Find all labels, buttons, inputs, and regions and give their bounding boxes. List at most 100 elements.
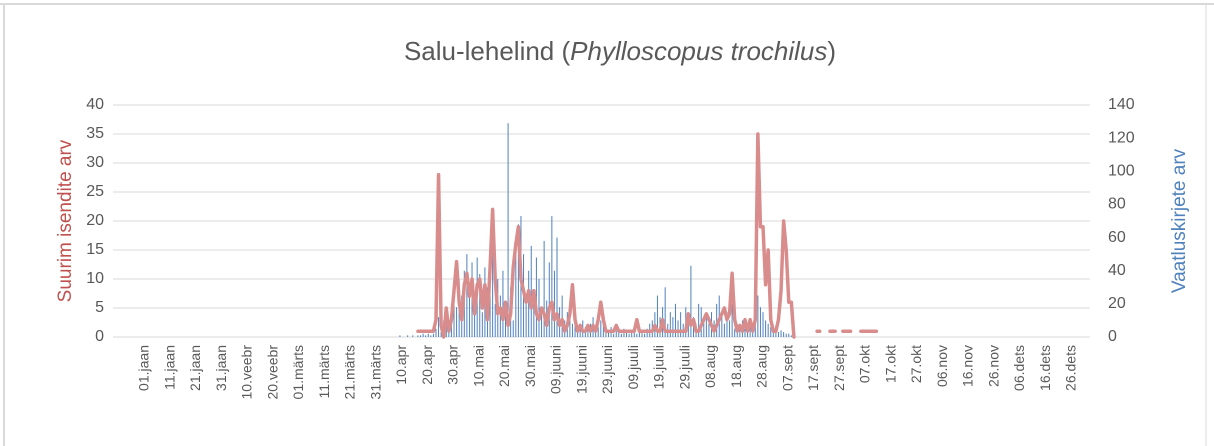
bar xyxy=(672,317,674,337)
bar xyxy=(757,295,759,337)
bar xyxy=(680,312,682,337)
x-tick-label: 09.juuli xyxy=(625,345,641,389)
bar xyxy=(790,335,792,337)
bar xyxy=(633,332,635,337)
x-tick-label: 10.veebr xyxy=(239,345,255,400)
x-tick-label: 21.märts xyxy=(342,345,358,399)
y2-tick-label: 120 xyxy=(1108,129,1135,146)
bar xyxy=(641,332,643,337)
bar xyxy=(770,327,772,337)
bar xyxy=(438,317,440,337)
x-tick-label: 07.sept xyxy=(779,345,795,391)
x-tick-label: 10.apr xyxy=(393,345,409,385)
bar xyxy=(502,270,504,337)
bar xyxy=(579,323,581,337)
bar xyxy=(499,295,501,337)
bar xyxy=(674,303,676,337)
x-tick-label: 11.märts xyxy=(316,345,332,398)
bar xyxy=(507,123,509,337)
bar xyxy=(512,320,514,337)
y-tick-label: 15 xyxy=(86,241,104,258)
bar xyxy=(479,274,481,337)
bar xyxy=(420,335,422,337)
bar xyxy=(765,320,767,337)
x-tick-label: 08.aug xyxy=(702,345,718,388)
bar xyxy=(762,312,764,337)
bar xyxy=(767,323,769,337)
bar xyxy=(425,335,427,337)
x-tick-label: 21.jaan xyxy=(187,345,203,391)
bar xyxy=(636,333,638,337)
bar xyxy=(759,307,761,337)
y2-tick-label: 80 xyxy=(1108,196,1126,213)
bar xyxy=(525,295,527,337)
bar xyxy=(456,307,458,337)
y2-tick-label: 60 xyxy=(1108,229,1126,246)
x-tick-label: 31.jaan xyxy=(213,345,229,391)
y2-tick-label: 0 xyxy=(1108,328,1117,345)
x-tick-label: 20.apr xyxy=(419,345,435,385)
bar xyxy=(631,330,633,337)
x-tick-label: 30.mai xyxy=(522,345,538,387)
bar xyxy=(548,262,550,337)
x-tick-label: 16.nov xyxy=(960,345,976,387)
title-species: Phylloscopus trochilus xyxy=(570,36,827,66)
x-tick-label: 31.märts xyxy=(367,345,383,399)
bar xyxy=(628,333,630,337)
bar xyxy=(703,320,705,337)
bar xyxy=(466,254,468,337)
bar xyxy=(785,333,787,337)
bar xyxy=(417,335,419,337)
x-tick-label: 30.apr xyxy=(445,345,461,385)
x-tick-label: 20.veebr xyxy=(264,345,280,400)
bar xyxy=(783,332,785,337)
bar xyxy=(427,333,429,337)
x-tick-label: 29.juuli xyxy=(676,345,692,389)
bar xyxy=(543,240,545,337)
bar xyxy=(677,320,679,337)
y2-tick-label: 20 xyxy=(1108,295,1126,312)
bar xyxy=(399,335,401,337)
x-tick-label: 16.dets xyxy=(1037,345,1053,391)
bar xyxy=(561,295,563,337)
bar xyxy=(553,270,555,337)
bar xyxy=(739,327,741,337)
x-tick-label: 19.juuni xyxy=(573,345,589,394)
bar xyxy=(541,312,543,337)
y-tick-label: 0 xyxy=(95,328,104,345)
bar xyxy=(731,303,733,337)
x-tick-label: 09.juuni xyxy=(548,345,564,394)
y-tick-label: 20 xyxy=(86,212,104,229)
bar xyxy=(620,333,622,337)
bar xyxy=(515,237,517,337)
x-tick-label: 17.okt xyxy=(882,345,898,383)
bar xyxy=(749,320,751,337)
x-tick-label: 06.dets xyxy=(1011,345,1027,391)
bar xyxy=(492,237,494,337)
y-tick-label: 25 xyxy=(86,183,104,200)
y-tick-label: 35 xyxy=(86,125,104,142)
bar xyxy=(638,330,640,337)
bar xyxy=(723,323,725,337)
bar xyxy=(571,323,573,337)
x-tick-label: 27.sept xyxy=(831,345,847,391)
y-tick-label: 40 xyxy=(86,96,104,113)
bar xyxy=(788,333,790,337)
y-tick-label: 10 xyxy=(86,270,104,287)
x-tick-label: 27.okt xyxy=(908,345,924,383)
bar xyxy=(528,270,530,337)
bar xyxy=(407,335,409,337)
bar xyxy=(618,332,620,337)
bar xyxy=(664,287,666,337)
bar xyxy=(432,333,434,337)
x-tick-label: 07.okt xyxy=(857,345,873,383)
bar xyxy=(556,237,558,337)
bar xyxy=(615,330,617,337)
bar xyxy=(474,303,476,337)
y-axis-label: Suurim isendite arv xyxy=(55,139,76,302)
bar xyxy=(716,303,718,337)
x-tick-label: 10.mai xyxy=(470,345,486,387)
x-tick-label: 29.juuni xyxy=(599,345,615,394)
